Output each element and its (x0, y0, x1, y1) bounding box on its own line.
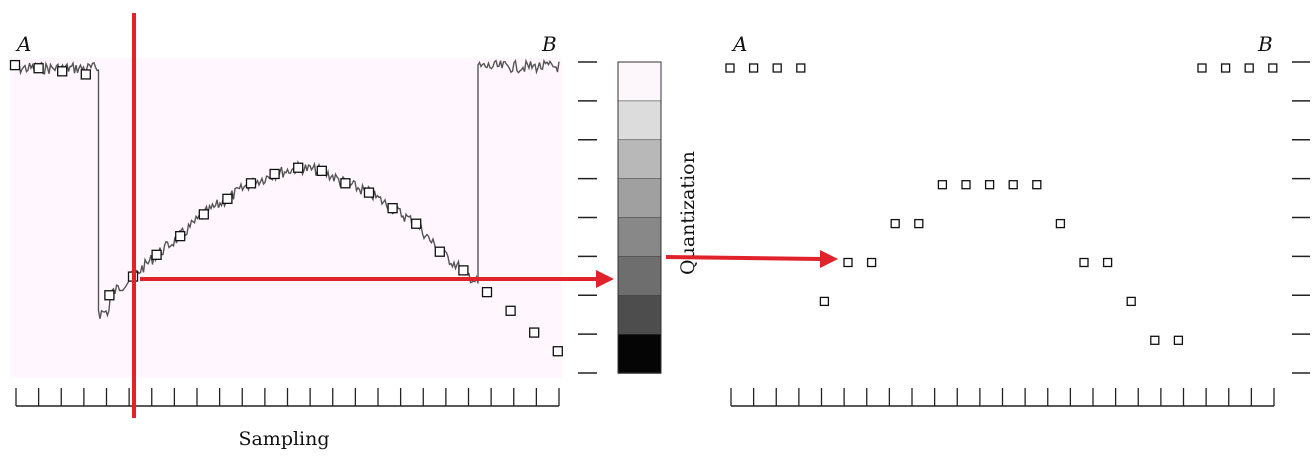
quantized-marker (748, 63, 759, 73)
gray-level-cell (617, 256, 662, 297)
mapping-arrow-shaft (665, 255, 823, 261)
sample-marker (293, 162, 304, 173)
level-ticks (1292, 61, 1310, 374)
label-b-right: B (1257, 32, 1273, 56)
quantized-marker (890, 218, 900, 229)
sample-marker (458, 265, 469, 276)
label-a-right: A (731, 32, 747, 56)
quantized-marker (725, 63, 735, 73)
sample-marker (175, 231, 186, 242)
quantized-marker (1220, 63, 1231, 73)
sample-marker (198, 209, 209, 220)
quantized-marker (1032, 180, 1042, 190)
quantized-marker (843, 257, 853, 268)
sample-marker (245, 178, 257, 189)
quantized-sampling-ticks (730, 388, 1275, 406)
sampling-panel: A B Sampling (9, 32, 563, 450)
quantized-marker (1268, 63, 1278, 73)
sample-marker (481, 286, 493, 298)
sample-marker (505, 305, 516, 316)
gray-level-cell (617, 294, 662, 335)
gray-level-cell (617, 61, 662, 102)
quantized-marker (796, 63, 806, 73)
quantized-marker (1197, 63, 1207, 73)
gray-level-cell (617, 333, 662, 374)
quantized-marker (914, 218, 924, 229)
quantized-marker (1079, 257, 1089, 268)
sampling-caption: Sampling (238, 428, 329, 450)
quantization-caption: Quantization (677, 151, 699, 275)
quantized-marker (984, 180, 995, 190)
gray-scale-border (617, 61, 662, 374)
sample-marker (316, 165, 327, 177)
sample-marker (151, 249, 162, 260)
sample-marker (387, 203, 398, 214)
sampling-ticks (15, 388, 560, 406)
sample-marker (340, 178, 351, 189)
quantization-ticks (578, 61, 597, 374)
sample-marker (57, 66, 68, 77)
sample-marker (552, 346, 563, 357)
sample-marker (222, 193, 233, 204)
quantized-panel: A B (725, 32, 1310, 407)
quantized-marker (1244, 63, 1254, 73)
sample-marker (80, 69, 91, 80)
quantized-marker (937, 180, 948, 190)
quantized-marker (1055, 218, 1066, 229)
quantized-marker (961, 180, 971, 190)
sample-marker (269, 168, 280, 180)
quantized-markers (725, 63, 1278, 345)
sample-marker (363, 187, 375, 198)
sample-marker (104, 290, 115, 301)
quantized-marker (1008, 180, 1018, 190)
sample-marker (411, 218, 422, 229)
gray-level-cell (617, 100, 662, 141)
gray-level-cell (617, 139, 662, 180)
level-arrow-head (596, 270, 614, 288)
sample-marker (529, 327, 540, 338)
quantized-marker (866, 257, 877, 268)
mapping-arrow-head (820, 250, 838, 268)
annotations (132, 13, 838, 418)
plot-background (10, 58, 562, 378)
gray-level-cell (617, 217, 662, 258)
quantized-marker (819, 296, 830, 307)
sample-marker (33, 63, 44, 74)
quantization-panel: Quantization (578, 61, 699, 374)
label-a-left: A (15, 32, 31, 56)
quantized-marker (1126, 296, 1136, 307)
gray-scale-bar (617, 61, 662, 374)
sample-marker (434, 246, 445, 257)
quantized-marker (1150, 335, 1160, 345)
quantized-marker (1173, 335, 1184, 345)
quantized-marker (772, 63, 782, 73)
sample-marker (9, 59, 21, 71)
sample-markers (9, 59, 563, 357)
quantized-marker (1102, 257, 1113, 268)
gray-level-cell (617, 178, 662, 219)
label-b-left: B (541, 32, 557, 56)
